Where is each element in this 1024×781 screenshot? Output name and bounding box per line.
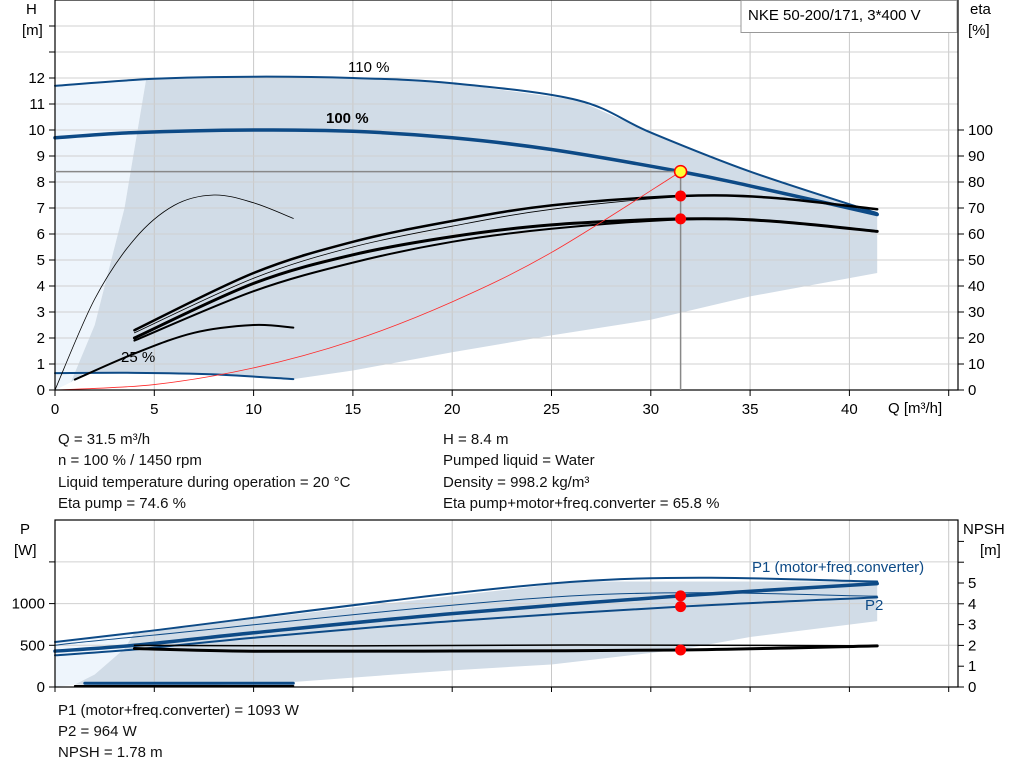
label-110-percent: 110 % bbox=[348, 59, 389, 76]
y2-tick-label: 90 bbox=[968, 148, 985, 165]
operating-range-region bbox=[74, 581, 878, 687]
curve-h100 bbox=[53, 128, 879, 217]
y2-tick-label: 5 bbox=[968, 575, 976, 592]
eta-axis-unit: [%] bbox=[968, 22, 990, 39]
chart-title: NKE 50-200/171, 3*400 V bbox=[748, 7, 921, 24]
p1-point bbox=[675, 590, 687, 602]
label-25-percent: 25 % bbox=[121, 349, 155, 366]
y2-tick-label: 50 bbox=[968, 252, 985, 269]
p-axis-label: P bbox=[20, 521, 30, 538]
title-box: NKE 50-200/171, 3*400 V bbox=[740, 0, 958, 33]
y2-tick-label: 3 bbox=[968, 617, 976, 634]
label-p1: P1 (motor+freq.converter) bbox=[752, 559, 924, 576]
y-tick-label: 2 bbox=[37, 330, 45, 347]
readout-p2: P2 = 964 W bbox=[58, 723, 137, 740]
curve-eta_pump_25 bbox=[54, 194, 294, 391]
y2-tick-label: 4 bbox=[968, 596, 976, 613]
y2-tick-label: 0 bbox=[968, 382, 976, 399]
y-tick-label: 3 bbox=[37, 304, 45, 321]
readout-liquid: Pumped liquid = Water bbox=[443, 452, 595, 469]
x-tick-label: 0 bbox=[51, 401, 59, 418]
readout-h: H = 8.4 m bbox=[443, 431, 509, 448]
y-tick-label: 11 bbox=[29, 96, 45, 113]
readout-p1: P1 (motor+freq.converter) = 1093 W bbox=[58, 702, 299, 719]
y-tick-label: 5 bbox=[37, 252, 45, 269]
npsh-axis-unit: [m] bbox=[980, 542, 1001, 559]
y2-tick-label: 70 bbox=[968, 200, 985, 217]
curve-eta_pump_thin bbox=[134, 195, 878, 334]
readout-eta-total: Eta pump+motor+freq.converter = 65.8 % bbox=[443, 495, 720, 512]
eta-total-point bbox=[675, 213, 687, 225]
y-tick-label: 8 bbox=[37, 174, 45, 191]
y-tick-label: 10 bbox=[28, 122, 45, 139]
y2-tick-label: 1 bbox=[968, 658, 976, 675]
x-tick-label: 20 bbox=[444, 401, 461, 418]
readout-q: Q = 31.5 m³/h bbox=[58, 431, 151, 448]
y-tick-label: 1000 bbox=[12, 596, 45, 613]
curve-h110 bbox=[54, 75, 879, 215]
p-axis-unit: [W] bbox=[14, 542, 37, 559]
x-tick-label: 10 bbox=[245, 401, 262, 418]
y-tick-label: 1 bbox=[37, 356, 45, 373]
y-tick-label: 0 bbox=[37, 382, 45, 399]
y-tick-label: 9 bbox=[37, 148, 45, 165]
y-tick-label: 4 bbox=[37, 278, 45, 295]
y2-tick-label: 40 bbox=[968, 278, 985, 295]
readout-eta-pump: Eta pump = 74.6 % bbox=[58, 495, 186, 512]
x-tick-label: 40 bbox=[841, 401, 858, 418]
h-axis-unit: [m] bbox=[22, 22, 43, 39]
q-axis-label: Q [m³/h] bbox=[888, 400, 942, 417]
readout-npsh: NPSH = 1.78 m bbox=[58, 744, 163, 761]
plot-frame bbox=[54, 0, 959, 391]
curve-eta_total_25 bbox=[73, 323, 295, 381]
curve-p2_110 bbox=[54, 592, 878, 646]
npsh-axis-label: NPSH bbox=[963, 521, 1005, 538]
y-tick-label: 6 bbox=[37, 226, 45, 243]
npsh-point bbox=[675, 644, 687, 656]
title-box-frame bbox=[740, 0, 958, 33]
x-tick-label: 25 bbox=[543, 401, 560, 418]
curve-npsh bbox=[132, 644, 879, 653]
y2-tick-label: 0 bbox=[968, 679, 976, 696]
curve-npsh_110 bbox=[133, 644, 878, 647]
label-p2: P2 bbox=[865, 597, 883, 614]
eta-pump-point bbox=[675, 190, 687, 202]
operating-range-region bbox=[70, 76, 878, 383]
y-tick-label: 0 bbox=[37, 679, 45, 696]
power-npsh-chart: 0 500 1000 0 1 2 3 4 5 bbox=[12, 519, 976, 696]
curve-p1_110 bbox=[54, 576, 879, 643]
eta-axis-label: eta bbox=[970, 1, 992, 18]
readout-speed: n = 100 % / 1450 rpm bbox=[58, 452, 202, 469]
y2-tick-label: 2 bbox=[968, 637, 976, 654]
y2-tick-label: 80 bbox=[968, 174, 985, 191]
y2-tick-label: 30 bbox=[968, 304, 985, 321]
x-tick-label: 30 bbox=[642, 401, 659, 418]
y2-tick-label: 100 bbox=[968, 122, 993, 139]
label-100-percent: 100 % bbox=[326, 110, 369, 127]
y-tick-label: 7 bbox=[37, 200, 45, 217]
readout-temperature: Liquid temperature during operation = 20… bbox=[58, 474, 351, 491]
x-tick-label: 5 bbox=[150, 401, 158, 418]
y2-tick-label: 10 bbox=[968, 356, 985, 373]
x-tick-label: 35 bbox=[742, 401, 759, 418]
y-tick-label: 12 bbox=[28, 70, 45, 87]
curve-system_curve bbox=[54, 171, 681, 391]
readout-density: Density = 998.2 kg/m³ bbox=[443, 474, 590, 491]
duty-point bbox=[673, 164, 688, 179]
x-tick-label: 15 bbox=[345, 401, 362, 418]
p2-point bbox=[675, 601, 687, 613]
curve-eta_total_2 bbox=[133, 217, 879, 342]
h-axis-label: H bbox=[26, 1, 37, 18]
y-tick-label: 500 bbox=[20, 637, 45, 654]
y2-tick-label: 20 bbox=[968, 330, 985, 347]
y2-tick-label: 60 bbox=[968, 226, 985, 243]
